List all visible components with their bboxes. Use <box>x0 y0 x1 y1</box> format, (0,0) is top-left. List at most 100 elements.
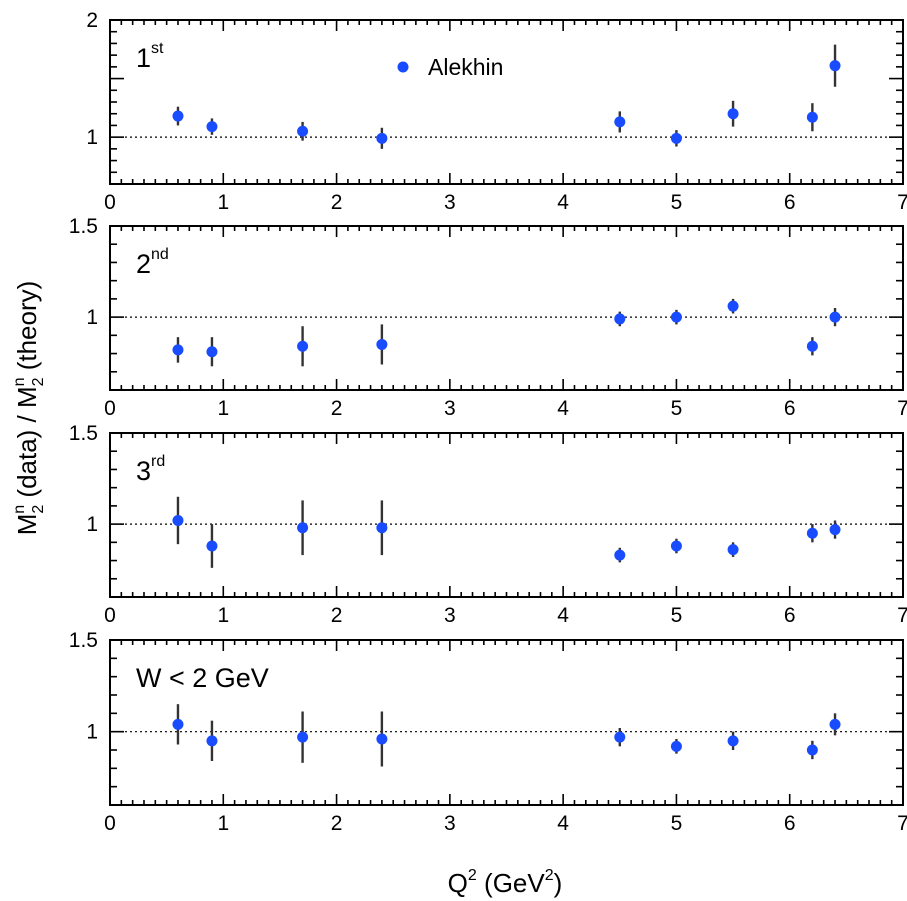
x-tick-label: 1 <box>217 397 229 420</box>
x-tick-label: 6 <box>784 397 796 420</box>
data-point <box>670 311 682 323</box>
x-tick-label: 0 <box>104 397 116 420</box>
y-axis-label-part-2: (data) / M <box>12 386 42 504</box>
panel-label-main: 2 <box>136 249 151 279</box>
x-axis-label-sup: 2 <box>468 867 477 884</box>
panel-label: 2nd <box>136 246 169 279</box>
x-tick-label: 2 <box>331 397 343 420</box>
y-axis-label-sup-1: n <box>11 505 28 514</box>
x-tick-label: 3 <box>444 191 456 214</box>
panel-4: 1 1.5 0 1 2 3 4 5 6 7 W < 2 GeV <box>69 629 907 835</box>
data-point <box>206 735 218 747</box>
data-point <box>376 132 388 144</box>
panel-label: 1st <box>136 40 164 73</box>
panel-label-sup: st <box>151 40 164 57</box>
x-axis-label-end: ) <box>554 868 563 898</box>
panel-frame <box>109 639 904 806</box>
data-point <box>829 311 841 323</box>
panel-frame <box>109 225 904 391</box>
x-tick-label: 2 <box>331 191 343 214</box>
x-axis-label-base: Q <box>448 868 468 898</box>
x-tick-label: 7 <box>897 397 907 420</box>
x-tick-label: 5 <box>671 397 683 420</box>
panel-label-sup: nd <box>151 246 169 263</box>
data-point <box>297 522 309 534</box>
data-point <box>614 549 626 561</box>
x-tick-label: 3 <box>444 812 456 835</box>
x-tick-label: 3 <box>444 397 456 420</box>
data-point <box>670 740 682 752</box>
x-tick-label: 6 <box>784 604 796 627</box>
x-axis-label-mid: (GeV <box>477 868 546 898</box>
x-tick-label: 0 <box>104 604 116 627</box>
panel-label: 3rd <box>136 453 165 486</box>
x-tick-label: 6 <box>784 812 796 835</box>
data-point <box>806 111 818 123</box>
y-tick-label: 1.5 <box>69 629 98 652</box>
panel-frame <box>109 19 904 185</box>
y-axis-label-sub-1: 2 <box>30 505 47 514</box>
y-tick-label: 1 <box>86 126 98 149</box>
x-tick-label: 1 <box>217 812 229 835</box>
data-point <box>727 735 739 747</box>
x-axis-label: Q2 (GeV2) <box>448 867 563 898</box>
x-tick-label: 0 <box>104 812 116 835</box>
x-tick-label: 5 <box>671 812 683 835</box>
legend: Alekhin <box>397 54 503 80</box>
legend-marker <box>397 61 409 73</box>
data-point <box>806 744 818 756</box>
data-point <box>670 132 682 144</box>
x-tick-label: 7 <box>897 191 907 214</box>
data-point <box>614 116 626 128</box>
data-point <box>829 60 841 72</box>
x-tick-label: 1 <box>217 604 229 627</box>
panel-label-sup: rd <box>151 453 165 470</box>
data-point <box>670 540 682 552</box>
panel-label-main: W < 2 GeV <box>136 663 269 693</box>
x-tick-label: 6 <box>784 191 796 214</box>
data-point <box>727 544 739 556</box>
x-tick-label: 5 <box>671 191 683 214</box>
data-point <box>829 718 841 730</box>
data-point <box>297 340 309 352</box>
x-tick-label: 4 <box>557 397 569 420</box>
x-tick-label: 7 <box>897 812 907 835</box>
x-axis-label-sup-2: 2 <box>545 867 554 884</box>
data-point <box>727 108 739 120</box>
x-tick-label: 5 <box>671 604 683 627</box>
data-point <box>806 527 818 539</box>
data-point <box>206 540 218 552</box>
data-point <box>614 313 626 325</box>
panel-frame <box>109 432 904 598</box>
data-point <box>806 340 818 352</box>
data-point <box>206 121 218 133</box>
y-axis-label-part-3: (theory) <box>12 281 42 378</box>
data-point <box>206 346 218 358</box>
panel-label-main: 1 <box>136 43 151 73</box>
y-axis-label: M2n (data) / M2n (theory) <box>11 281 47 536</box>
panel-label: W < 2 GeV <box>136 663 269 693</box>
y-tick-label: 1 <box>86 513 98 536</box>
data-point <box>297 125 309 137</box>
data-point <box>829 524 841 536</box>
y-tick-label: 1.5 <box>69 215 98 238</box>
x-tick-label: 4 <box>557 604 569 627</box>
data-point <box>376 338 388 350</box>
data-point <box>297 731 309 743</box>
y-tick-label: 1 <box>86 721 98 744</box>
y-axis-label-sup-2: n <box>11 378 28 387</box>
y-tick-label: 2 <box>86 9 98 32</box>
data-point <box>376 733 388 745</box>
data-point <box>172 514 184 526</box>
data-point <box>172 718 184 730</box>
data-point <box>376 522 388 534</box>
y-axis-label-part-1: M <box>12 514 42 536</box>
x-tick-label: 3 <box>444 604 456 627</box>
data-point <box>172 110 184 122</box>
y-tick-label: 1.5 <box>69 422 98 445</box>
